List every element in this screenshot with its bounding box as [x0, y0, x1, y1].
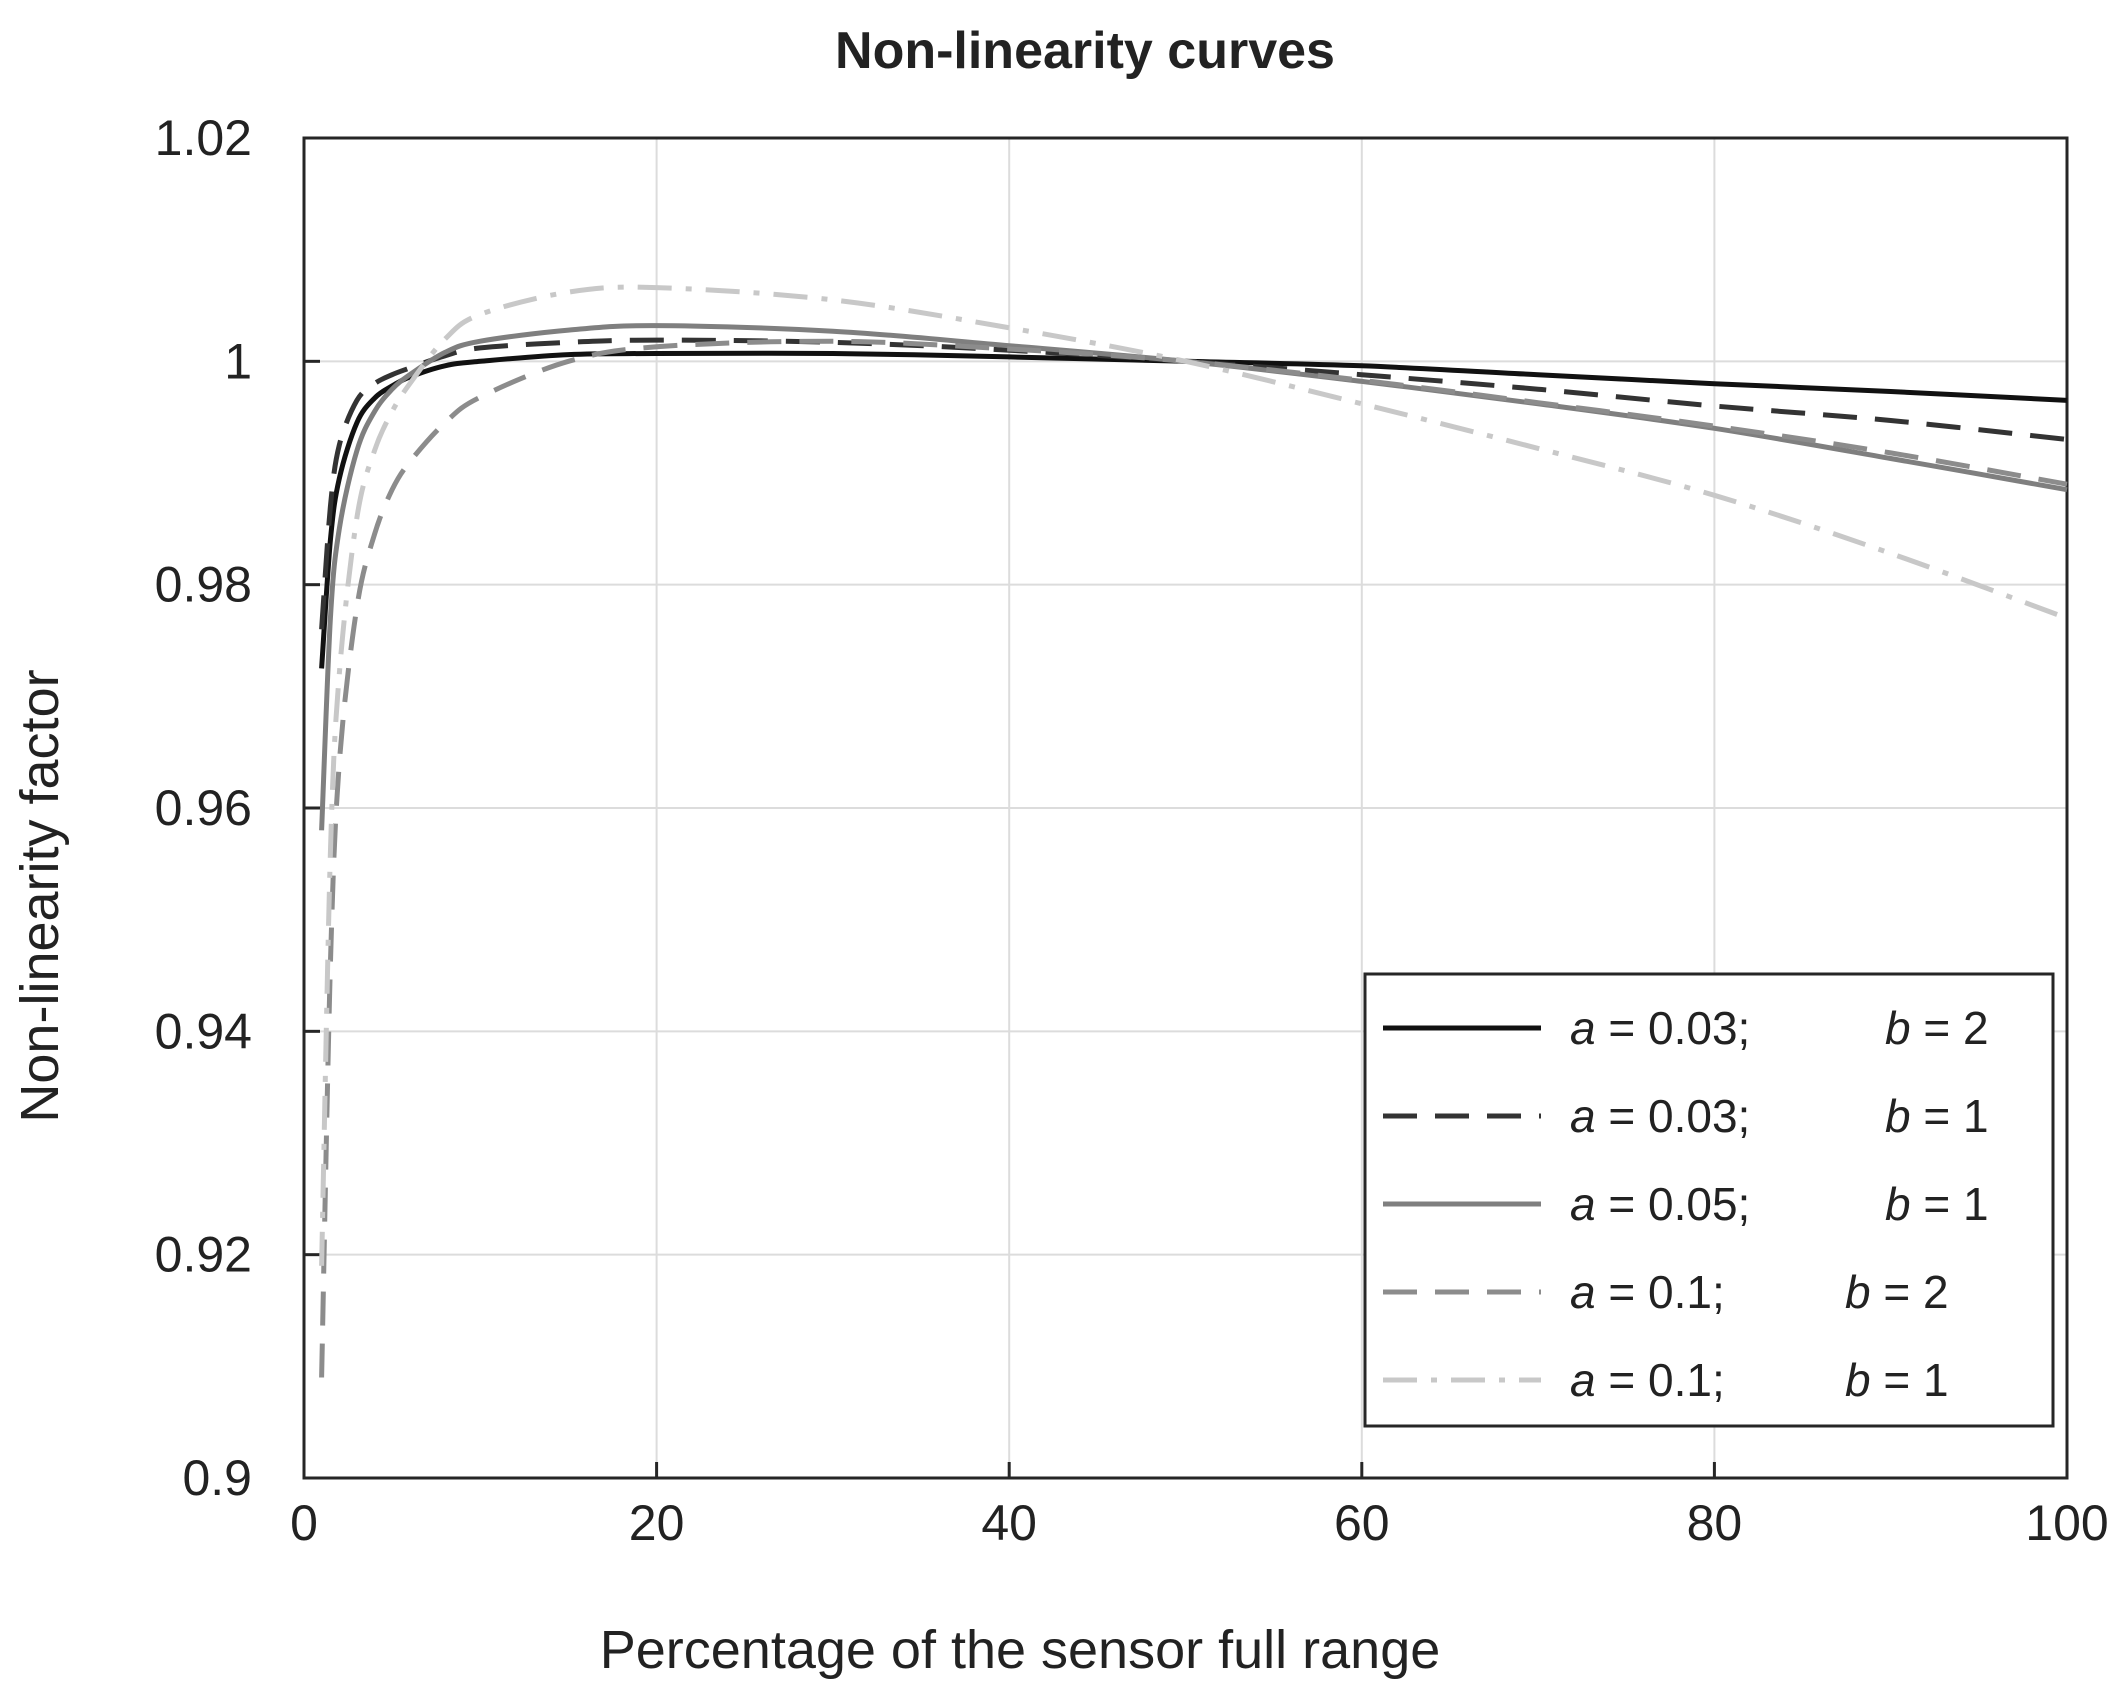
- series-line-2: [319, 337, 2068, 630]
- legend-label-a: a = 0.1;: [1570, 1266, 1725, 1318]
- x-tick-label: 0: [290, 1495, 318, 1551]
- x-tick-label: 40: [981, 1495, 1037, 1551]
- y-ticks: 0.9 0.92 0.94 0.96 0.98 1 1.02: [155, 110, 320, 1506]
- y-tick-label: 0.9: [182, 1450, 252, 1506]
- legend-label-b: b = 1: [1885, 1090, 1989, 1142]
- y-tick-label: 1.02: [155, 110, 252, 166]
- legend-label-a: a = 0.05;: [1570, 1178, 1750, 1230]
- series-line-5: [319, 284, 2068, 1266]
- legend-label-a: a = 0.1;: [1570, 1354, 1725, 1406]
- y-tick-label: 0.98: [155, 557, 252, 613]
- x-tick-label: 80: [1687, 1495, 1743, 1551]
- y-axis-label: Non-linearity factor: [10, 669, 70, 1122]
- x-axis-label: Percentage of the sensor full range: [600, 1620, 1441, 1680]
- legend-label-b: b = 1: [1845, 1354, 1949, 1406]
- legend-label-a: a = 0.03;: [1570, 1090, 1750, 1142]
- y-tick-label: 1: [224, 333, 252, 389]
- x-tick-label: 60: [1334, 1495, 1390, 1551]
- y-tick-label: 0.92: [155, 1227, 252, 1283]
- legend-box: [1363, 972, 2055, 1428]
- x-ticks: 0 20 40 60 80 100: [290, 1462, 2109, 1551]
- legend-label-b: b = 1: [1885, 1178, 1989, 1230]
- legend-label-b: b = 2: [1885, 1002, 1989, 1054]
- y-tick-label: 0.94: [155, 1003, 252, 1059]
- series-group: [319, 284, 2068, 1378]
- legend-label-a: a = 0.03;: [1570, 1002, 1750, 1054]
- series-line-3: [319, 323, 2068, 831]
- chart-title: Non-linearity curves: [835, 22, 1335, 80]
- series-line-1: [319, 350, 2068, 669]
- series-line-4: [319, 338, 2068, 1378]
- y-tick-label: 0.96: [155, 780, 252, 836]
- legend: a = 0.03; b = 2 a = 0.03; b = 1 a = 0.05; b =…: [1363, 972, 2055, 1428]
- legend-label-b: b = 2: [1845, 1266, 1949, 1318]
- x-tick-label: 20: [629, 1495, 685, 1551]
- x-tick-label: 100: [2025, 1495, 2108, 1551]
